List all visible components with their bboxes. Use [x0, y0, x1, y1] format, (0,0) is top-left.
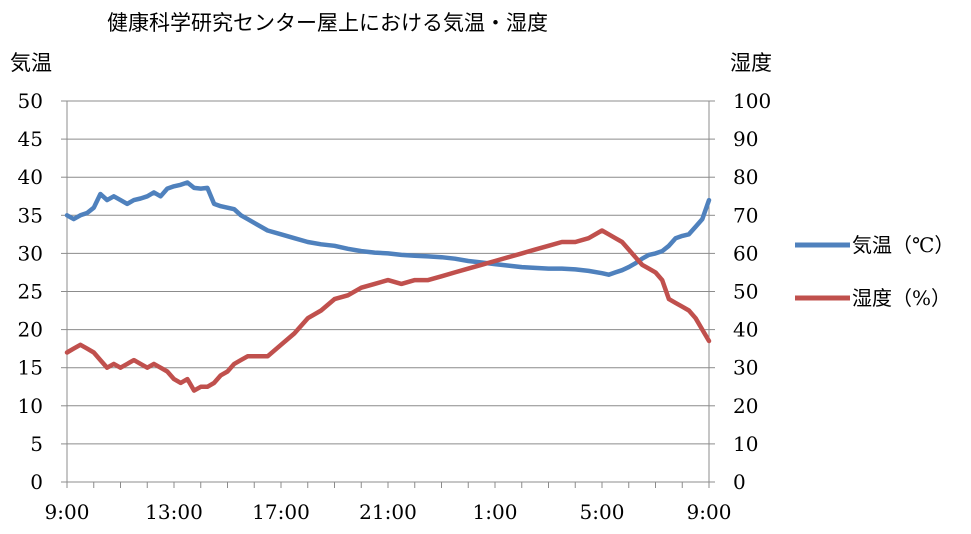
right-tick-label: 40: [733, 318, 758, 342]
right-tick-label: 90: [733, 127, 758, 151]
x-tick-labels: 9:00 13:00 17:00 21:00 1:00 5:00 9:00: [45, 500, 732, 524]
left-tick-label: 40: [18, 165, 43, 189]
series-lines: [64, 180, 712, 393]
right-tick-labels: 0 10 20 30 40 50 60 70 80 90 100: [733, 89, 771, 494]
x-tick-label: 21:00: [359, 500, 417, 524]
right-tick-label: 70: [733, 203, 758, 227]
right-tick-label: 50: [733, 280, 758, 304]
legend-label-temperature: 気温（℃）: [852, 233, 954, 257]
left-tick-label: 10: [18, 394, 43, 418]
left-tick-label: 20: [18, 318, 43, 342]
series-line-temperature: [64, 180, 712, 277]
legend: 気温（℃） 湿度（%）: [795, 233, 954, 310]
left-tick-label: 5: [30, 432, 43, 456]
x-tick-label: 9:00: [45, 500, 90, 524]
right-tick-label: 20: [733, 394, 758, 418]
left-tick-labels: 0 5 10 15 20 25 30 35 40 45 50: [18, 89, 43, 494]
right-tick-label: 0: [733, 470, 746, 494]
chart-title: 健康科学研究センター屋上における気温・湿度: [107, 11, 548, 35]
series-line-humidity: [64, 228, 712, 393]
left-tick-label: 15: [18, 356, 43, 380]
axes: [61, 100, 715, 488]
left-tick-label: 30: [18, 241, 43, 265]
left-tick-label: 45: [18, 127, 43, 151]
legend-label-humidity: 湿度（%）: [852, 286, 951, 310]
right-tick-label: 30: [733, 356, 758, 380]
x-tick-label: 9:00: [687, 500, 732, 524]
left-tick-label: 35: [18, 203, 43, 227]
right-tick-label: 100: [733, 89, 771, 113]
left-tick-label: 50: [18, 89, 43, 113]
x-tick-label: 17:00: [252, 500, 310, 524]
x-tick-label: 13:00: [145, 500, 203, 524]
left-tick-label: 0: [30, 470, 43, 494]
left-tick-label: 25: [18, 280, 43, 304]
right-axis-label: 湿度: [730, 51, 772, 75]
x-tick-label: 5:00: [580, 500, 625, 524]
right-tick-label: 80: [733, 165, 758, 189]
right-tick-label: 60: [733, 241, 758, 265]
x-tick-label: 1:00: [473, 500, 518, 524]
right-tick-label: 10: [733, 432, 758, 456]
left-axis-label: 気温: [10, 51, 52, 75]
